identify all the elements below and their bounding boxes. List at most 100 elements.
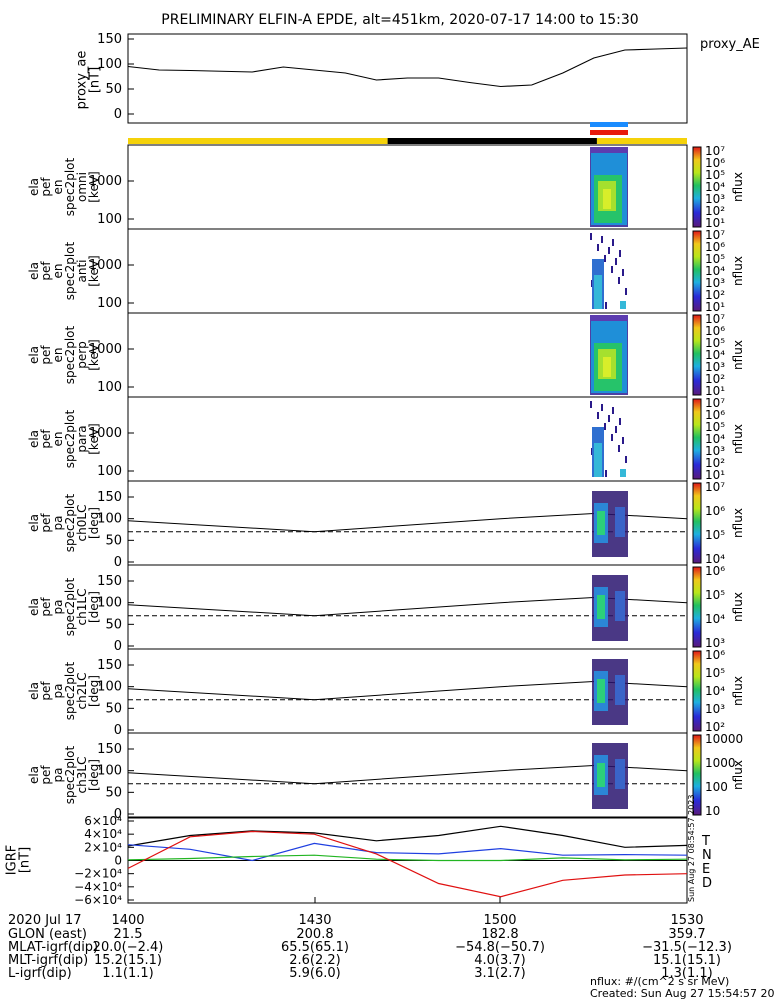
pa-tick-label: 100 (97, 680, 122, 695)
spectro-speck (605, 470, 607, 477)
colorbar-tick-label: 10⁶ (705, 408, 725, 422)
xaxis-value: 2.6(2.2) (289, 953, 341, 968)
colorbar-tick-label: 10² (705, 456, 725, 470)
colorbar-tick-label: 10⁵ (705, 420, 725, 434)
colorbar-unit: nflux (731, 676, 745, 706)
xaxis-row-label: GLON (east) (8, 927, 87, 942)
pa-tick-label: 50 (105, 785, 122, 800)
colorbar-tick-label: 10⁵ (705, 252, 725, 266)
colorbar-tick-label: 10³ (705, 444, 725, 458)
bfield-tick-label: 6×10⁴ (84, 814, 122, 828)
spectro-band (620, 469, 626, 477)
colorbar-unit: nflux (731, 508, 745, 538)
colorbar-tick-label: 10⁶ (705, 564, 725, 578)
ae-series-line (127, 47, 688, 88)
spectro-core (603, 357, 611, 377)
bfield-series-T (127, 825, 688, 848)
colorbar-tick-label: 100 (705, 780, 728, 794)
colorbar-tick-label: 10⁴ (705, 432, 725, 446)
spec-axis-label: spec2plot (63, 409, 77, 468)
spectro-speck (597, 244, 599, 251)
pa-axis-label: spec2plot (63, 577, 77, 636)
spectro-speck (604, 423, 606, 430)
pa-tick-label: 150 (97, 742, 122, 757)
spec-axis-label: spec2plot (63, 241, 77, 300)
pa-axis-label: pef (39, 681, 53, 701)
xaxis-value: 4.0(3.7) (474, 953, 526, 968)
xaxis-value: 21.5 (114, 927, 143, 942)
xaxis-value: 65.5(65.1) (281, 940, 349, 955)
day-bar (128, 138, 388, 144)
colorbar-tick-label: 1000 (705, 756, 736, 770)
pa-core (597, 595, 605, 619)
pa-core (597, 763, 605, 787)
pa-tick-label: 100 (97, 764, 122, 779)
xaxis-value: 20.0(−2.4) (93, 940, 164, 955)
pa-axis-label: pa (51, 768, 65, 783)
pa-axis-label: ch1LC (75, 589, 89, 626)
colorbar-tick-label: 10³ (705, 360, 725, 374)
bfield-series-E (127, 854, 688, 862)
xaxis-value: 3.1(2.7) (474, 966, 526, 981)
spectro-core (603, 189, 611, 209)
xaxis-time-label: 1530 (670, 913, 703, 928)
colorbar-tick-label: 10⁷ (705, 312, 725, 326)
colorbar-tick-label: 10⁷ (705, 228, 725, 242)
colorbar-tick-label: 10⁵ (705, 528, 725, 542)
xaxis-time-label: 1400 (111, 913, 144, 928)
pa-axis-label: pa (51, 684, 65, 699)
xaxis-value: 1.3(1.1) (661, 966, 713, 981)
colorbar-tick-label: 10⁷ (705, 480, 725, 494)
pa-axis-label: ch2LC (75, 673, 89, 710)
colorbar (692, 230, 702, 312)
bfield-legend-T: T (701, 834, 710, 849)
colorbar-unit: nflux (731, 256, 745, 286)
spectro-speck (619, 418, 621, 425)
pa-core (597, 679, 605, 703)
pa-axis-label: spec2plot (63, 493, 77, 552)
spectro-speck (625, 456, 627, 463)
bfield-legend-N: N (702, 848, 712, 863)
colorbar-tick-label: 10¹ (705, 216, 725, 230)
science-zone-red (590, 130, 628, 135)
spectro-speck (597, 412, 599, 419)
xaxis-value: 5.9(6.0) (289, 966, 341, 981)
footer-created: Created: Sun Aug 27 15:54:57 2023 (590, 987, 775, 1000)
bfield-axis-label: IGRF (5, 845, 20, 875)
pa-axis-label: ela (27, 514, 41, 532)
spec-axis-label: [keV] (87, 423, 101, 454)
colorbar (692, 146, 702, 228)
spec-axis-label: ela (27, 178, 41, 196)
colorbar (692, 650, 702, 732)
xaxis-row-label: MLT-igrf(dip) (8, 953, 88, 968)
spectro-speck (622, 269, 624, 276)
colorbar-tick-label: 10¹ (705, 384, 725, 398)
colorbar (692, 566, 702, 648)
pa-tick-label: 0 (114, 807, 122, 822)
pa-axis-label: spec2plot (63, 661, 77, 720)
spec-axis-label: para (75, 425, 89, 452)
science-zone-blue (590, 122, 628, 127)
colorbar-tick-label: 10⁴ (705, 348, 725, 362)
colorbar-tick-label: 10² (705, 288, 725, 302)
pa-axis-label: ch3LC (75, 757, 89, 794)
bfield-legend-D: D (702, 876, 712, 891)
ae-tick-label: 50 (105, 82, 122, 97)
ae-frame (127, 33, 688, 124)
colorbar-tick-label: 10³ (705, 276, 725, 290)
pa-axis-label: pa (51, 516, 65, 531)
colorbar (692, 482, 702, 564)
pa-axis-label: pef (39, 597, 53, 617)
colorbar-tick-label: 10⁵ (705, 666, 725, 680)
spectro-top (590, 147, 628, 153)
colorbar-tick-label: 10³ (705, 192, 725, 206)
colorbar-unit: nflux (731, 172, 745, 202)
spectro-speck (608, 247, 610, 254)
spec-tick-label: 1000 (89, 258, 122, 273)
spectro-speck (590, 401, 592, 408)
spectro-speck (625, 288, 627, 295)
spec-axis-label: [keV] (87, 255, 101, 286)
bfield-tick-label: 2×10⁴ (84, 840, 122, 854)
colorbar-tick-label: 10 (705, 804, 720, 818)
spec-axis-label: en (51, 432, 65, 447)
